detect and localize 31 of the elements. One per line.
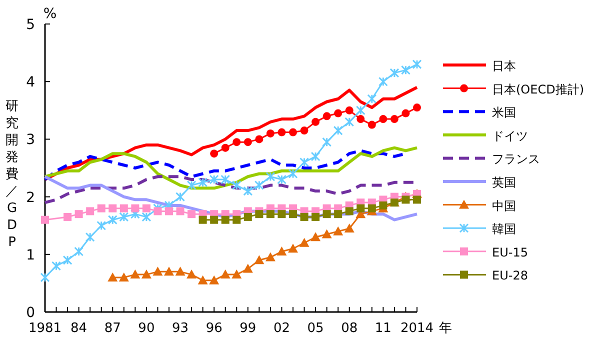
x-tick-label: 93 (172, 321, 189, 336)
legend-label: 日本(OECD推計) (492, 82, 584, 96)
y-tick-label: 2 (26, 190, 35, 206)
legend-label: 米国 (492, 106, 516, 120)
x-tick-label: 08 (341, 321, 358, 336)
y-tick-label: 3 (26, 132, 35, 148)
text: 研究開発費／GDP (6, 99, 18, 250)
legend-label: EU-15 (492, 245, 528, 260)
x-tick-label: 1981 (28, 321, 62, 336)
x-tick-label: 05 (307, 321, 324, 336)
x-tick-label: 84 (70, 321, 88, 336)
legend-label: 韓国 (492, 222, 516, 236)
legend-label: 中国 (492, 198, 516, 213)
x-tick-label: 11 (374, 321, 392, 336)
x-tick-label: 90 (138, 321, 155, 336)
y-tick-label: 4 (26, 74, 36, 91)
x-tick-label: 2014 (400, 321, 434, 336)
legend-label: 日本 (492, 59, 516, 73)
x-tick-label: 02 (273, 321, 290, 336)
legend-label: ドイツ (492, 128, 528, 143)
x-tick-label: 99 (240, 321, 256, 336)
x-tick-label: 96 (206, 321, 222, 336)
legend-label: フランス (492, 152, 540, 166)
x-tick-label: 87 (104, 321, 121, 336)
y-tick-label: 1 (26, 247, 35, 264)
text: % (43, 6, 57, 22)
x-axis-title: 年 (439, 321, 452, 336)
y-tick-label: 5 (26, 17, 35, 33)
legend-label: 英国 (492, 176, 516, 190)
y-tick-label: 0 (26, 305, 35, 321)
legend-label: EU-28 (492, 268, 528, 283)
